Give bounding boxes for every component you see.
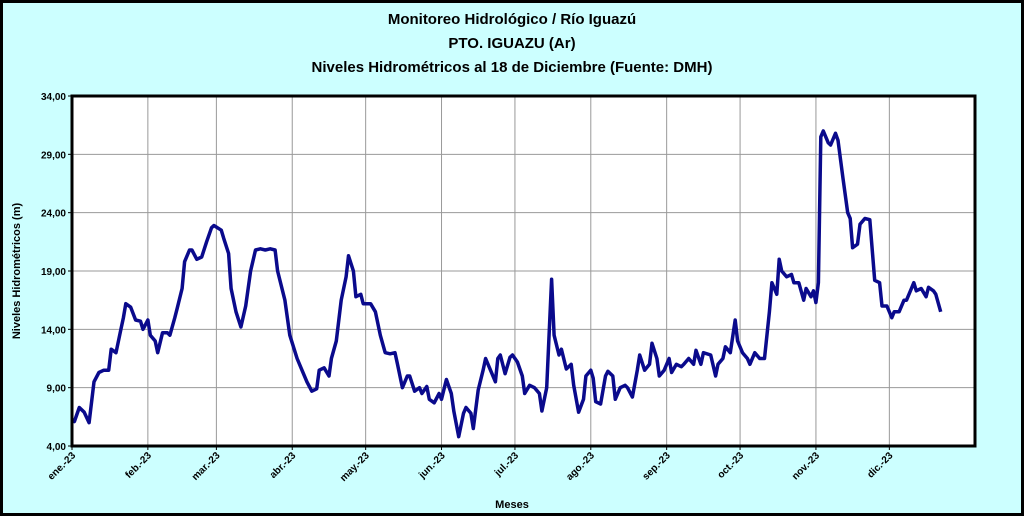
x-axis-label: Meses: [495, 499, 529, 511]
chart-subtitle: Niveles Hidrométricos al 18 de Diciembre…: [312, 59, 713, 76]
y-tick-label: 29,00: [41, 150, 66, 161]
y-tick-label: 19,00: [41, 267, 66, 278]
y-axis-label: Niveles Hidrométricos (m): [11, 203, 23, 340]
y-tick-label: 9,00: [47, 384, 67, 395]
y-tick-label: 4,00: [47, 442, 67, 453]
y-tick-label: 14,00: [41, 325, 66, 336]
chart-title: Monitoreo Hidrológico / Río Iguazú: [388, 11, 636, 28]
chart-subtitle: PTO. IGUAZU (Ar): [448, 35, 575, 52]
y-tick-label: 34,00: [41, 92, 66, 103]
y-tick-label: 24,00: [41, 209, 66, 220]
data-line: [71, 129, 943, 439]
